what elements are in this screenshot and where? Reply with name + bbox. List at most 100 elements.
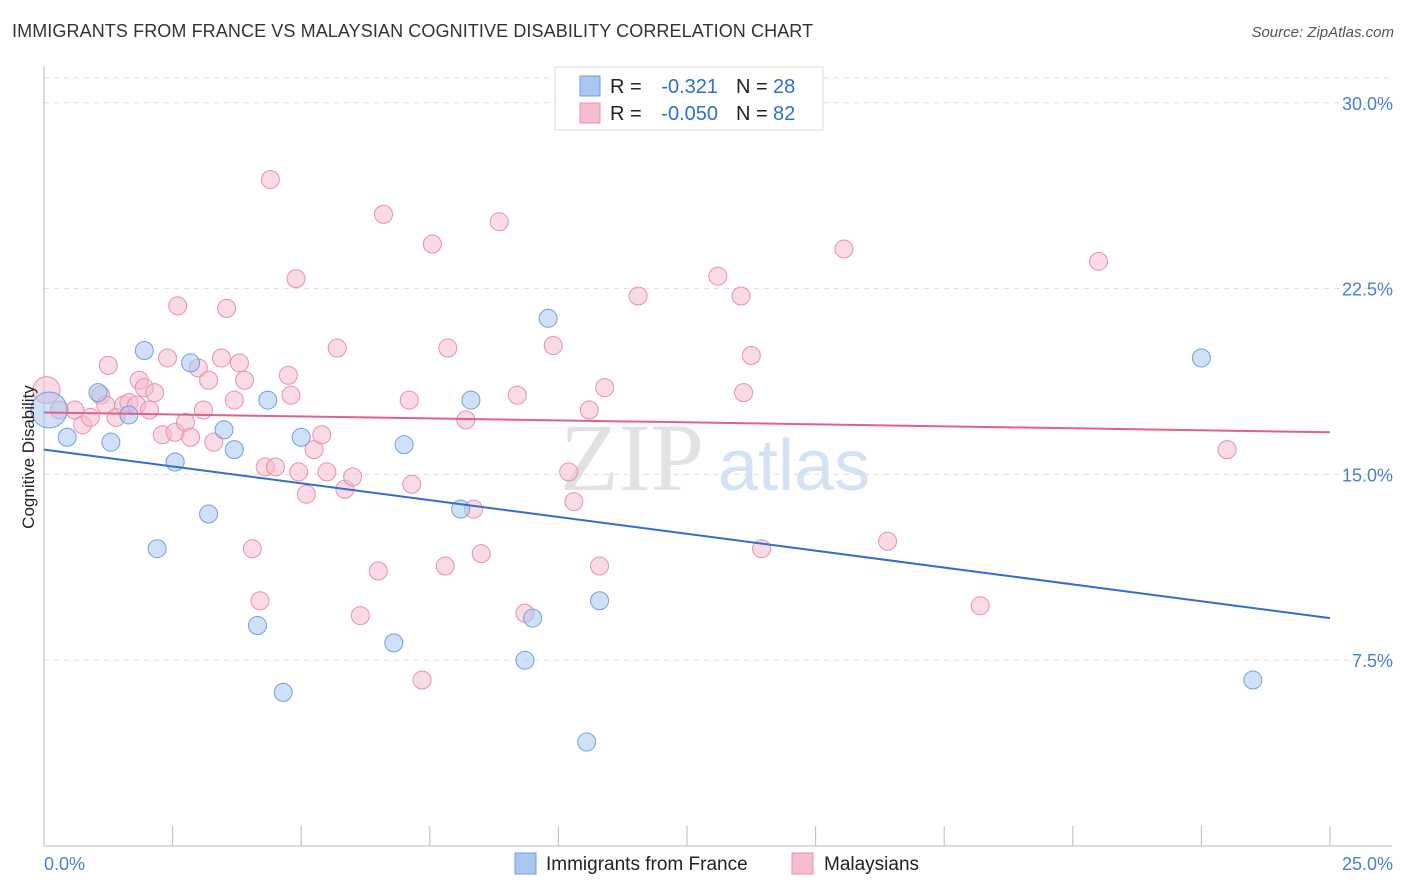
malaysians-point-71 — [734, 383, 754, 403]
watermark: ZIP atlas — [560, 404, 870, 511]
axes — [43, 66, 1392, 847]
malaysians-point-70 — [731, 286, 751, 306]
legend-n-label-malaysians: N = — [736, 103, 768, 125]
malaysians-point-4 — [80, 407, 100, 427]
malaysians-point-64 — [564, 492, 584, 512]
malaysians-point-54 — [435, 556, 455, 576]
malaysians-point-52 — [412, 670, 432, 690]
malaysians-point-43 — [317, 462, 337, 482]
france-point-4 — [119, 405, 139, 425]
malaysians-point-62 — [543, 336, 563, 356]
france-point-23 — [577, 732, 597, 752]
france-point-24 — [590, 591, 610, 611]
legend-swatch-malaysians — [579, 102, 601, 124]
legend-n-value-malaysians: 82 — [773, 103, 795, 125]
malaysians-point-78 — [1217, 440, 1237, 460]
france-point-26 — [1243, 670, 1263, 690]
malaysians-point-55 — [438, 338, 458, 358]
malaysians-point-15 — [145, 383, 165, 403]
malaysians-point-42 — [312, 425, 332, 445]
france-point-15 — [291, 427, 311, 447]
france-point-16 — [384, 633, 404, 653]
malaysians-point-58 — [471, 544, 491, 564]
malaysians-point-40 — [296, 484, 316, 504]
france-point-8 — [181, 353, 201, 373]
malaysians-point-66 — [590, 556, 610, 576]
france-point-25 — [1191, 348, 1211, 368]
france-point-5 — [134, 341, 154, 361]
malaysians-point-74 — [834, 239, 854, 259]
bottom-swatch-france — [514, 852, 537, 875]
trend-lines — [43, 411, 1331, 620]
france-point-21 — [523, 608, 543, 628]
legend-n-label-france: N = — [736, 76, 768, 98]
malaysians-point-27 — [217, 298, 237, 318]
malaysians-point-60 — [507, 385, 527, 405]
malaysians-point-53 — [422, 234, 442, 254]
legend-r-label-france: R = — [610, 76, 642, 98]
malaysians-point-77 — [1089, 251, 1109, 271]
malaysians-point-17 — [157, 348, 177, 368]
france-point-20 — [515, 650, 535, 670]
malaysians-point-68 — [628, 286, 648, 306]
y-tick-label-3: 30.0% — [1342, 94, 1393, 114]
france-point-19 — [461, 390, 481, 410]
x-tick-label-0: 0.0% — [44, 854, 85, 874]
malaysians-point-24 — [199, 370, 219, 390]
malaysians-point-19 — [168, 296, 188, 316]
malaysians-point-51 — [402, 474, 422, 494]
france-point-6 — [147, 539, 167, 559]
bottom-legend-france: Immigrants from France — [546, 854, 748, 875]
france-point-0 — [30, 391, 68, 429]
malaysians-point-46 — [343, 467, 363, 487]
malaysians-point-30 — [235, 370, 255, 390]
france-point-17 — [394, 435, 414, 455]
france-point-9 — [199, 504, 219, 524]
france-point-3 — [101, 432, 121, 452]
y-tick-label-0: 7.5% — [1352, 651, 1393, 671]
france-point-10 — [214, 420, 234, 440]
malaysians-point-67 — [595, 378, 615, 398]
y-axis-title: Cognitive Disability — [19, 385, 38, 529]
france-point-12 — [247, 616, 267, 636]
malaysians-point-44 — [327, 338, 347, 358]
france-point-2 — [88, 383, 108, 403]
malaysians-point-63 — [559, 462, 579, 482]
malaysians-point-35 — [265, 457, 285, 477]
malaysians-point-7 — [98, 355, 118, 375]
malaysians-point-49 — [374, 204, 394, 224]
malaysians-point-28 — [224, 390, 244, 410]
tick-labels: 7.5% 15.0% 22.5% 30.0% 0.0% 25.0% — [44, 94, 1393, 874]
legend-swatch-france — [579, 75, 601, 97]
france-points — [30, 308, 1263, 752]
malaysians-point-72 — [741, 345, 761, 365]
source-label: Source: ZipAtlas.com — [1251, 24, 1394, 41]
watermark-atlas: atlas — [718, 426, 870, 506]
malaysians-point-32 — [250, 591, 270, 611]
malaysians-point-76 — [970, 596, 990, 616]
malaysians-point-23 — [193, 400, 213, 420]
x-tick-label-1: 25.0% — [1342, 854, 1393, 874]
legend-r-value-france: -0.321 — [661, 76, 718, 98]
malaysians-point-37 — [281, 385, 301, 405]
malaysians-trend-line — [43, 411, 1331, 434]
malaysians-point-65 — [579, 400, 599, 420]
malaysians-point-14 — [139, 400, 159, 420]
france-point-1 — [57, 427, 77, 447]
malaysians-point-21 — [181, 427, 201, 447]
france-point-22 — [538, 308, 558, 328]
malaysians-point-50 — [399, 390, 419, 410]
series-legend: Immigrants from France Malaysians — [514, 852, 919, 875]
malaysians-point-26 — [211, 348, 231, 368]
france-point-11 — [224, 440, 244, 460]
y-tick-label-2: 22.5% — [1342, 280, 1393, 300]
legend-r-label-malaysians: R = — [610, 103, 642, 125]
malaysians-points — [32, 170, 1237, 690]
bottom-legend-malaysians: Malaysians — [824, 854, 919, 875]
france-trend-line — [43, 448, 1331, 620]
malaysians-point-34 — [260, 170, 280, 190]
bottom-swatch-malaysians — [791, 852, 814, 875]
france-point-13 — [258, 390, 278, 410]
malaysians-point-39 — [289, 462, 309, 482]
legend-n-value-france: 28 — [773, 76, 795, 98]
